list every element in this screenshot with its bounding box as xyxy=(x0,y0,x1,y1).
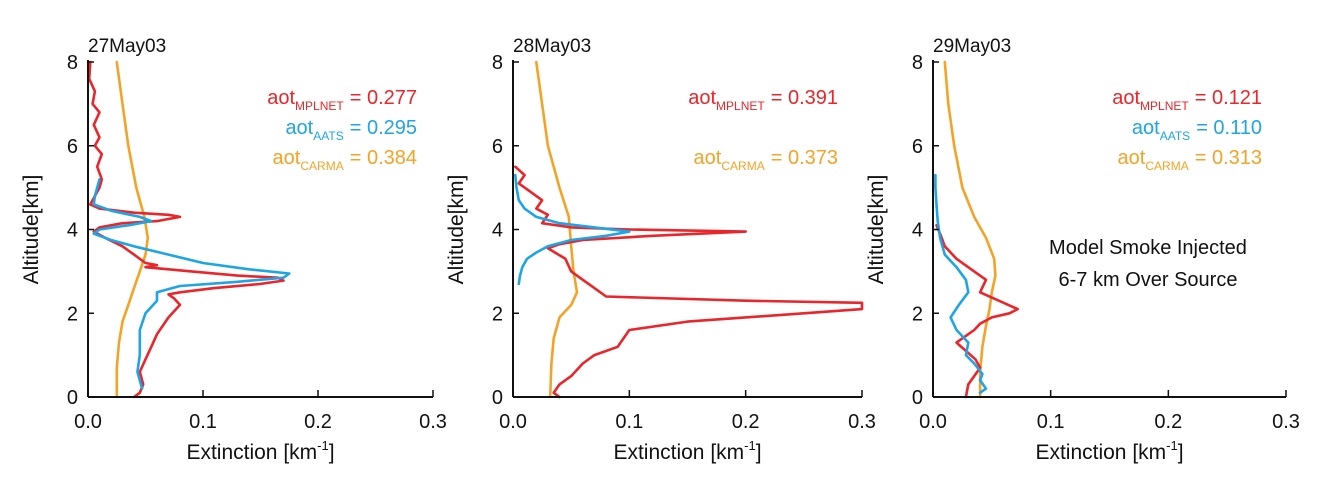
aot-value: = 0.313 xyxy=(1195,147,1262,169)
chart-panel-1: 27May03 0.0 0.1 0.2 0.3 0 2 4 6 8 Altitude[km] Exti… xyxy=(20,36,447,464)
panel-title: 27May03 xyxy=(88,36,166,57)
note-text: 6-7 km Over Source xyxy=(1059,269,1238,291)
series-line-3 xyxy=(514,173,631,286)
x-axis-label-main: Extinction [km xyxy=(613,441,744,464)
series-line-2 xyxy=(514,165,864,399)
series-line-3 xyxy=(934,173,988,395)
aot-annotation: aotMPLNET = 0.391 xyxy=(688,87,838,113)
y-tick-label: 6 xyxy=(67,136,78,158)
aot-annotation: aotAATS = 0.295 xyxy=(285,117,417,143)
note-text: Model Smoke Injected xyxy=(1049,237,1247,259)
y-tick-label: 4 xyxy=(492,220,503,242)
aot-base: aot xyxy=(1118,147,1146,169)
y-tick-label: 0 xyxy=(492,387,503,409)
x-tick-label: 0.1 xyxy=(1037,411,1065,433)
series-line-1 xyxy=(115,60,150,399)
aot-value: = 0.277 xyxy=(350,87,417,109)
aot-subscript: MPLNET xyxy=(716,99,765,113)
y-tick-label: 8 xyxy=(67,52,78,74)
y-axis-label: Altitude[km] xyxy=(445,175,468,285)
aot-base: aot xyxy=(1132,117,1160,139)
y-tick-label: 2 xyxy=(492,303,503,325)
x-tick-label: 0.2 xyxy=(732,411,760,433)
x-axis-label-sup: -1 xyxy=(317,438,329,453)
aot-annotation: aotCARMA = 0.384 xyxy=(273,147,417,173)
aot-base: aot xyxy=(267,87,295,109)
x-tick-label: 0.3 xyxy=(848,411,876,433)
y-tick-label: 8 xyxy=(492,52,503,74)
aot-annotation: aotMPLNET = 0.121 xyxy=(1112,87,1262,113)
aot-base: aot xyxy=(694,147,722,169)
aot-annotation: aotCARMA = 0.373 xyxy=(694,147,838,173)
y-tick-label: 0 xyxy=(912,387,923,409)
x-tick-label: 0.0 xyxy=(74,411,102,433)
x-tick-label: 0.1 xyxy=(615,411,643,433)
y-tick-label: 6 xyxy=(912,136,923,158)
aot-annotation: aotCARMA = 0.313 xyxy=(1118,147,1262,173)
aot-value: = 0.373 xyxy=(771,147,838,169)
chart-panel-2: 28May03 0.0 0.1 0.2 0.3 0 2 4 6 8 Altitude[km] Exti… xyxy=(445,36,876,464)
x-tick-label: 0.2 xyxy=(304,411,332,433)
series-line-3 xyxy=(92,178,291,390)
aot-base: aot xyxy=(285,117,313,139)
panel-title: 28May03 xyxy=(513,36,591,57)
y-axis-label: Altitude[km] xyxy=(865,175,888,285)
y-tick-label: 4 xyxy=(912,220,923,242)
y-tick-label: 8 xyxy=(912,52,923,74)
y-tick-label: 2 xyxy=(67,303,78,325)
aot-value: = 0.295 xyxy=(350,117,417,139)
y-tick-label: 4 xyxy=(67,220,78,242)
series-line-1 xyxy=(943,60,997,399)
aot-subscript: AATS xyxy=(313,129,343,143)
aot-base: aot xyxy=(1112,87,1140,109)
series-line-2 xyxy=(935,224,1019,399)
x-axis-label-sup: -1 xyxy=(1166,438,1178,453)
x-axis-label-tail: ] xyxy=(329,441,335,464)
x-tick-label: 0.3 xyxy=(419,411,447,433)
y-tick-label: 6 xyxy=(492,136,503,158)
series-line-1 xyxy=(535,60,579,399)
aot-value: = 0.121 xyxy=(1195,87,1262,109)
aot-value: = 0.384 xyxy=(350,147,417,169)
aot-subscript: CARMA xyxy=(721,159,764,173)
aot-base: aot xyxy=(273,147,301,169)
aot-subscript: CARMA xyxy=(1145,159,1188,173)
x-tick-label: 0.2 xyxy=(1154,411,1182,433)
aot-value: = 0.110 xyxy=(1196,117,1262,139)
x-tick-label: 0.0 xyxy=(919,411,947,433)
aot-value: = 0.391 xyxy=(771,87,838,109)
panel-title: 29May03 xyxy=(933,36,1011,57)
aot-base: aot xyxy=(688,87,716,109)
x-tick-label: 0.3 xyxy=(1272,411,1300,433)
x-axis-label: Extinction [km-1] xyxy=(186,438,334,464)
x-tick-label: 0.0 xyxy=(499,411,527,433)
y-tick-label: 2 xyxy=(912,303,923,325)
x-axis-label-tail: ] xyxy=(756,441,762,464)
x-axis-label-sup: -1 xyxy=(744,438,756,453)
aot-subscript: CARMA xyxy=(300,159,343,173)
x-axis-label-main: Extinction [km xyxy=(186,441,317,464)
aot-subscript: MPLNET xyxy=(295,99,344,113)
aot-subscript: AATS xyxy=(1160,129,1190,143)
aot-annotation: aotMPLNET = 0.277 xyxy=(267,87,417,113)
x-tick-label: 0.1 xyxy=(189,411,217,433)
chart-panel-3: 29May03 0.0 0.1 0.2 0.3 0 2 4 6 8 Altitude[km] Exti… xyxy=(865,36,1300,464)
y-tick-label: 0 xyxy=(67,387,78,409)
aot-annotation: aotAATS = 0.110 xyxy=(1132,117,1262,143)
x-axis-label: Extinction [km-1] xyxy=(613,438,761,464)
x-axis-label-tail: ] xyxy=(1178,441,1184,464)
x-axis-label: Extinction [km-1] xyxy=(1035,438,1183,464)
y-axis-label: Altitude[km] xyxy=(20,175,43,285)
aot-subscript: MPLNET xyxy=(1140,99,1189,113)
x-axis-label-main: Extinction [km xyxy=(1035,441,1166,464)
